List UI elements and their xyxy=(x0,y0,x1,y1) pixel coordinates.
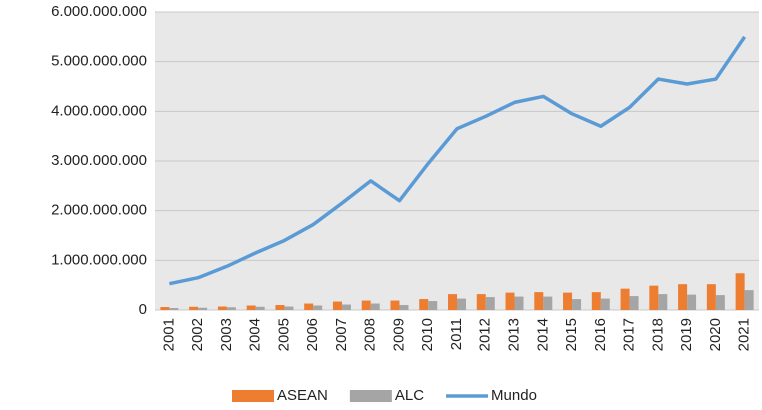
bar xyxy=(735,273,745,310)
x-tick-label: 2008 xyxy=(362,318,379,351)
bar xyxy=(715,295,725,310)
y-tick-label: 0 xyxy=(139,301,147,318)
x-tick-label: 2005 xyxy=(275,318,292,351)
bar xyxy=(629,296,639,310)
bar xyxy=(341,304,351,310)
x-tick-label: 2004 xyxy=(247,318,264,351)
y-tick-label: 1.000.000.000 xyxy=(51,251,147,268)
x-tick-label: 2015 xyxy=(563,318,580,351)
bar xyxy=(428,301,438,310)
bar xyxy=(687,294,697,310)
x-tick-label: 2001 xyxy=(160,318,177,351)
bar xyxy=(649,285,659,310)
bar xyxy=(419,299,429,310)
y-tick-label: 3.000.000.000 xyxy=(51,152,147,169)
bar xyxy=(361,300,371,310)
bar xyxy=(370,303,380,310)
bar xyxy=(591,292,601,310)
x-tick-label: 2012 xyxy=(477,318,494,351)
bar xyxy=(514,296,524,310)
legend-label: ASEAN xyxy=(277,387,328,404)
x-tick-label: 2007 xyxy=(333,318,350,351)
bar xyxy=(572,299,582,310)
bar xyxy=(563,292,573,310)
bar xyxy=(275,305,285,310)
x-tick-label: 2017 xyxy=(621,318,638,351)
legend-swatch xyxy=(232,390,274,402)
x-tick-label: 2010 xyxy=(419,318,436,351)
bar xyxy=(304,303,314,310)
bar xyxy=(198,307,208,310)
x-tick-label: 2002 xyxy=(189,318,206,351)
x-tick-label: 2020 xyxy=(707,318,724,351)
x-tick-label: 2011 xyxy=(448,318,465,350)
legend-swatch xyxy=(349,390,392,402)
bar xyxy=(448,294,457,310)
bar xyxy=(706,284,716,310)
bar xyxy=(543,296,553,310)
bar xyxy=(534,292,544,310)
bar xyxy=(332,301,342,310)
bar xyxy=(505,292,515,310)
x-tick-label: 2009 xyxy=(390,318,407,351)
bar xyxy=(217,306,227,310)
bar xyxy=(313,305,323,310)
bar xyxy=(255,306,265,310)
bar xyxy=(169,308,179,310)
y-tick-label: 4.000.000.000 xyxy=(51,102,147,119)
bar xyxy=(246,305,256,310)
bar xyxy=(600,298,610,310)
x-tick-label: 2018 xyxy=(649,318,666,351)
y-tick-label: 5.000.000.000 xyxy=(51,53,147,70)
bar xyxy=(284,306,294,310)
x-tick-label: 2014 xyxy=(534,318,551,351)
bar xyxy=(620,288,630,310)
bar xyxy=(678,284,688,310)
bar xyxy=(226,307,236,310)
bar xyxy=(457,298,466,310)
bar xyxy=(485,297,495,310)
legend-label: ALC xyxy=(395,387,424,404)
y-tick-label: 2.000.000.000 xyxy=(51,202,147,219)
x-tick-label: 2013 xyxy=(505,318,522,351)
x-tick-label: 2006 xyxy=(304,318,321,351)
bar xyxy=(160,307,170,310)
bar xyxy=(658,294,668,310)
bar xyxy=(390,300,400,310)
x-tick-label: 2016 xyxy=(592,318,609,351)
bar xyxy=(189,306,199,310)
x-tick-label: 2021 xyxy=(736,318,753,351)
x-tick-label: 2019 xyxy=(678,318,695,351)
line xyxy=(169,35,747,286)
bar xyxy=(399,305,409,310)
bar xyxy=(744,290,754,310)
y-tick-label: 6.000.000.000 xyxy=(51,3,147,20)
legend-label: Mundo xyxy=(491,387,537,404)
x-tick-label: 2003 xyxy=(218,318,235,351)
bar xyxy=(476,294,486,310)
